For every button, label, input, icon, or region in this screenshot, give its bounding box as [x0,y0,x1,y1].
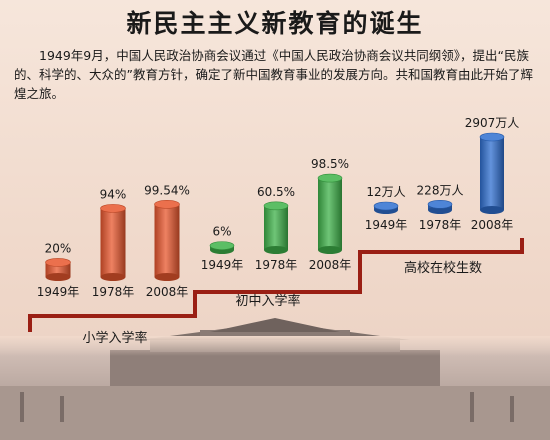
bar-top [100,204,126,213]
intro-paragraph: 1949年9月，中国人民政治协商会议通过《中国人民政治协商会议共同纲领》，提出“… [14,48,533,101]
bar-top [479,132,505,142]
value-label: 94% [100,187,127,201]
page-title: 新民主主义新教育的诞生 [126,9,424,38]
year-label: 1949年 [365,218,408,232]
bar-bottom [100,273,126,281]
year-label: 2008年 [309,258,352,272]
year-label: 1949年 [37,285,80,299]
bar-top [373,201,399,211]
value-label: 228万人 [417,183,464,197]
year-label: 1978年 [255,258,298,272]
stair-line [28,238,524,332]
bar-bottom [45,273,71,281]
bar-top [45,258,71,267]
value-label: 6% [212,225,231,239]
value-label: 60.5% [257,185,295,199]
bar-bottom [480,206,504,214]
value-label: 2907万人 [465,116,520,130]
value-label: 20% [45,241,72,255]
year-label: 1978年 [92,285,135,299]
bar [264,205,288,250]
year-label: 1949年 [201,258,244,272]
bar-bottom [318,246,342,254]
value-label: 12万人 [366,185,405,199]
bar-top [317,173,343,183]
bar-top [427,199,453,209]
bar-bottom [154,273,180,281]
value-label: 99.54% [144,183,190,197]
bar-top [263,201,289,211]
bar-top [154,200,180,209]
bar-top [209,241,235,250]
group-label: 高校在校生数 [404,260,482,276]
tiananmen-backdrop [0,318,550,440]
year-label: 1978年 [419,218,462,232]
bar [100,208,126,277]
bar [318,178,342,250]
group-label: 初中入学率 [235,293,300,309]
bar [154,204,180,277]
value-label: 98.5% [311,157,349,171]
year-label: 2008年 [471,218,514,232]
bar [480,137,504,210]
group-label: 小学入学率 [82,330,147,346]
bar-bottom [264,246,288,254]
year-label: 2008年 [146,285,189,299]
